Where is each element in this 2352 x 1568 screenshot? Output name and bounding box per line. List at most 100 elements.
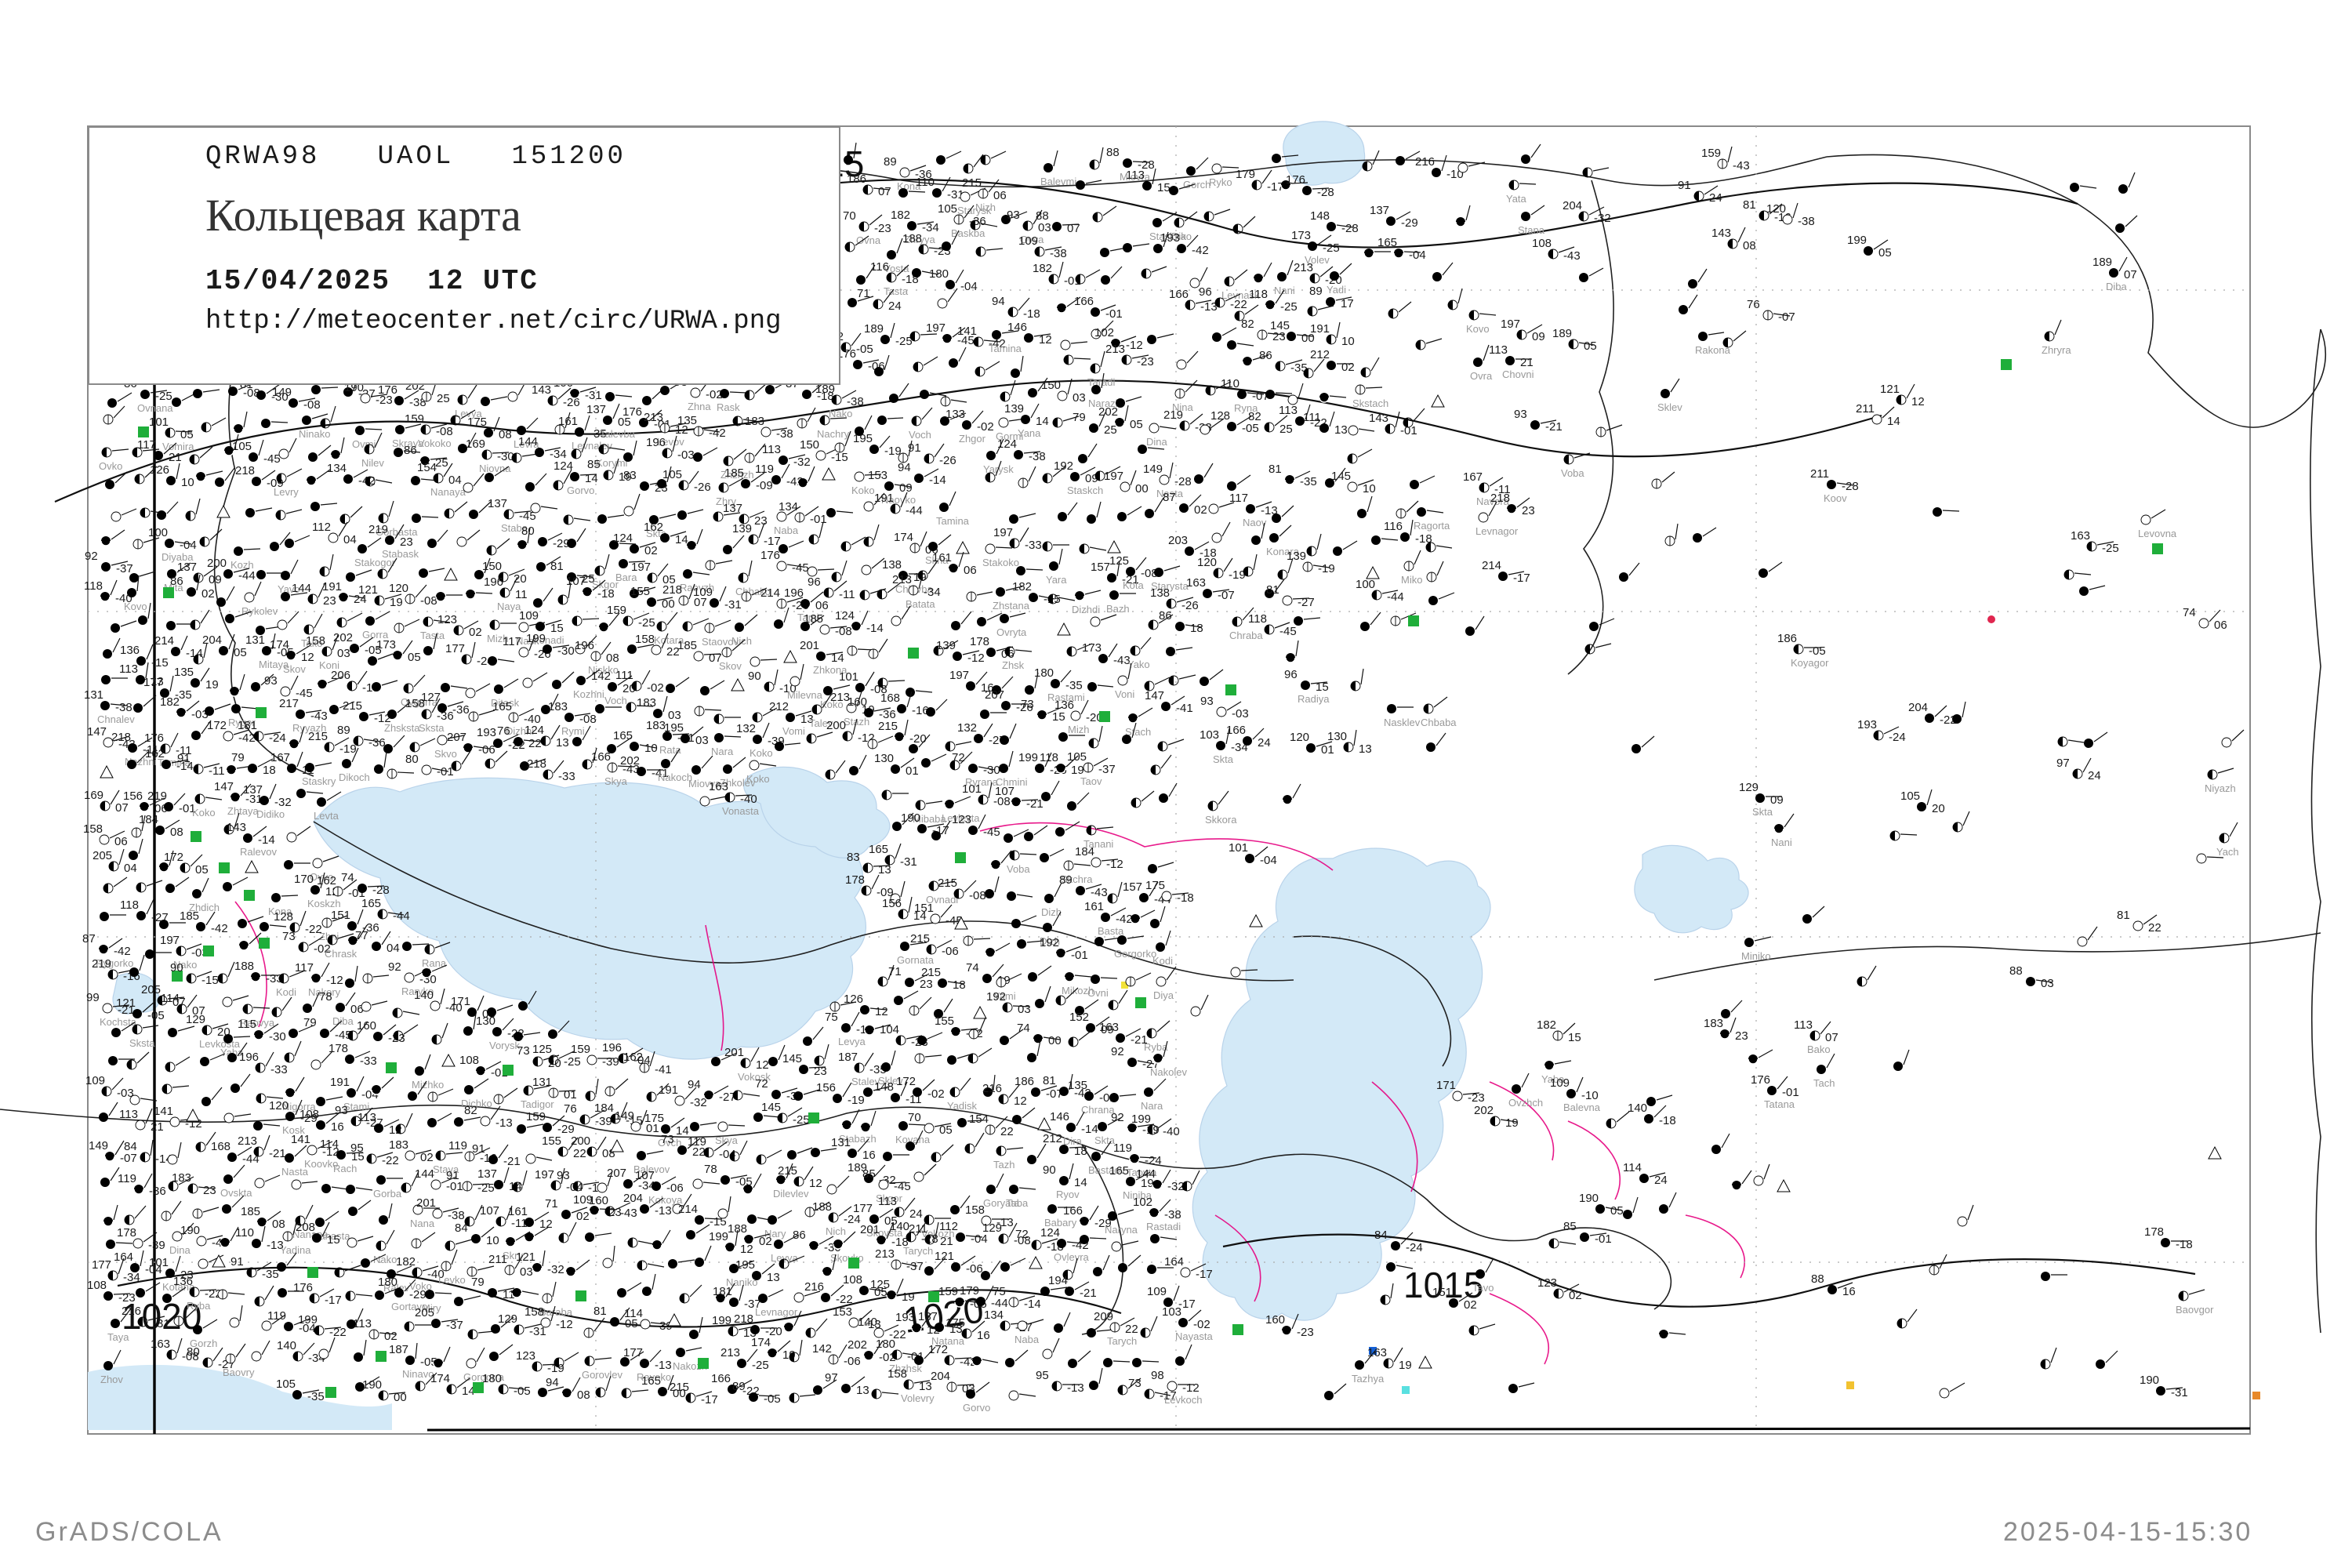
svg-text:102: 102 [1094,326,1114,339]
svg-text:202: 202 [1474,1104,1494,1117]
svg-text:113: 113 [119,1108,138,1121]
svg-text:219: 219 [368,523,388,536]
svg-text:178: 178 [117,1226,136,1240]
svg-text:175: 175 [644,1112,664,1125]
svg-text:117: 117 [137,438,156,452]
svg-text:14: 14 [1074,1176,1087,1189]
svg-text:143: 143 [1711,227,1731,240]
svg-text:Chraba: Chraba [1229,630,1263,641]
svg-text:165: 165 [1109,1164,1129,1178]
svg-text:-38: -38 [1798,215,1815,228]
svg-text:19: 19 [205,678,219,691]
svg-text:Ovmi: Ovmi [352,438,376,450]
svg-text:197: 197 [993,526,1013,539]
svg-text:153: 153 [868,469,887,482]
svg-text:-43: -43 [1091,886,1108,899]
svg-text:77: 77 [355,929,368,942]
svg-text:-24: -24 [1145,1154,1162,1167]
svg-text:-28: -28 [372,884,390,897]
svg-text:24: 24 [909,1207,923,1221]
svg-text:118: 118 [1249,288,1268,301]
svg-text:-42: -42 [114,945,131,958]
svg-text:199: 199 [712,1314,731,1327]
svg-text:-19: -19 [339,742,357,756]
svg-text:73: 73 [282,930,296,943]
svg-text:16: 16 [331,1120,344,1134]
svg-text:202: 202 [620,754,640,768]
svg-text:08: 08 [499,428,512,441]
svg-text:23: 23 [754,514,768,528]
svg-text:109: 109 [1550,1076,1570,1090]
svg-text:139: 139 [1004,402,1024,416]
svg-text:104: 104 [880,1023,899,1036]
svg-text:Chbaba: Chbaba [1421,717,1457,728]
svg-text:183: 183 [172,1171,191,1185]
svg-text:159: 159 [571,1043,590,1056]
svg-text:Levya: Levya [838,1036,866,1047]
svg-text:Taba: Taba [1006,1197,1029,1209]
svg-text:174: 174 [430,1372,450,1385]
svg-text:-08: -08 [420,594,437,608]
svg-text:-30: -30 [983,764,1000,777]
svg-text:194: 194 [1048,1274,1068,1287]
svg-text:131: 131 [84,688,103,702]
svg-text:172: 172 [164,851,183,864]
svg-text:124: 124 [1040,1226,1060,1240]
svg-text:-18: -18 [1659,1114,1676,1127]
svg-text:Voch: Voch [909,429,931,441]
svg-text:-35: -35 [1065,679,1083,692]
svg-text:-05: -05 [147,1009,165,1022]
svg-text:113: 113 [358,1111,376,1124]
svg-text:Skkora: Skkora [1205,814,1237,826]
svg-text:10: 10 [1341,335,1355,348]
svg-text:-18: -18 [597,587,615,601]
svg-text:180: 180 [378,1276,397,1289]
svg-text:09: 09 [209,573,222,586]
svg-text:-06: -06 [844,1355,861,1368]
svg-text:00: 00 [1048,1034,1062,1047]
svg-text:172: 172 [928,1343,948,1356]
svg-text:80: 80 [405,753,419,766]
svg-text:Radiya: Radiya [1298,693,1330,705]
svg-text:-31: -31 [153,1317,170,1330]
svg-text:196: 196 [602,1041,622,1054]
svg-text:177: 177 [92,1258,111,1272]
svg-text:193: 193 [477,726,496,739]
svg-text:134: 134 [779,500,798,514]
svg-text:-24: -24 [1889,731,1906,744]
svg-text:23: 23 [1735,1029,1748,1043]
svg-text:08: 08 [272,1218,285,1231]
svg-text:Vokoko: Vokoko [418,437,452,449]
svg-text:71: 71 [545,1197,558,1210]
svg-text:137: 137 [586,403,606,416]
svg-text:-21: -21 [1080,1287,1097,1300]
svg-text:05: 05 [1584,339,1597,353]
svg-text:101: 101 [962,782,982,796]
svg-text:167: 167 [1463,470,1483,484]
svg-text:05: 05 [180,428,194,441]
svg-text:90: 90 [748,670,761,683]
svg-text:121: 121 [516,1250,535,1264]
svg-text:169: 169 [466,437,485,451]
svg-text:12: 12 [1039,333,1052,347]
svg-text:-01: -01 [1071,949,1088,962]
svg-text:Levovna: Levovna [2138,528,2177,539]
svg-text:22: 22 [1000,1125,1014,1138]
svg-text:Miko: Miko [1401,574,1422,586]
svg-text:177: 177 [853,1202,873,1215]
svg-text:71: 71 [888,965,902,978]
svg-text:-31: -31 [585,389,602,402]
svg-text:109: 109 [85,1074,105,1087]
svg-text:108: 108 [459,1054,479,1067]
svg-text:-24: -24 [269,731,286,745]
svg-text:163: 163 [1367,1346,1387,1359]
svg-text:Balevna: Balevna [1563,1102,1601,1113]
svg-text:190: 190 [2140,1374,2159,1387]
svg-text:166: 166 [1169,288,1189,301]
svg-text:162: 162 [623,1051,643,1064]
svg-text:218: 218 [1490,492,1510,505]
svg-text:-24: -24 [1406,1241,1423,1254]
svg-text:-37: -37 [446,1319,463,1332]
svg-text:159: 159 [405,412,424,426]
svg-text:72: 72 [952,751,965,764]
